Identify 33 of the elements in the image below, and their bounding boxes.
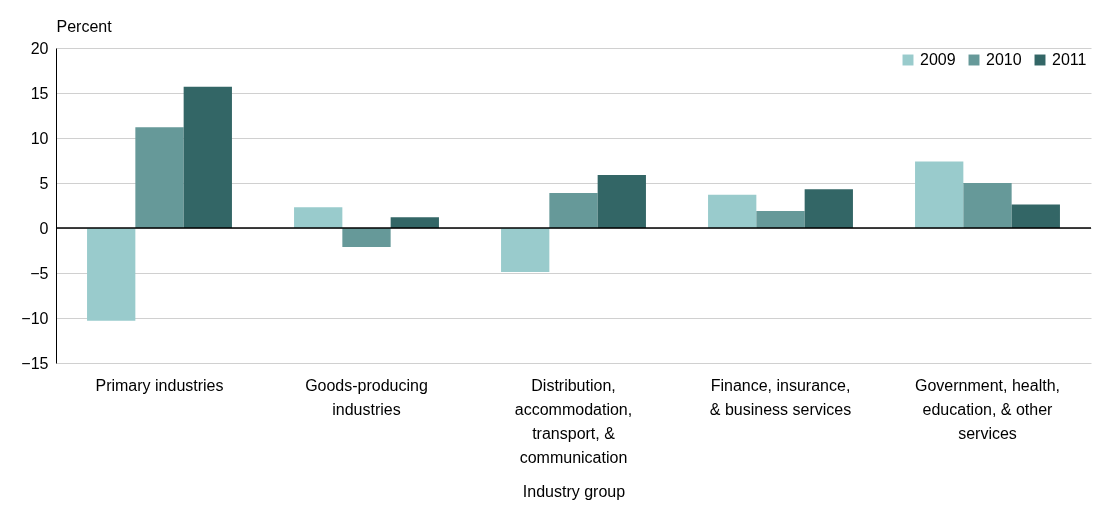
- y-tick-label: 20: [30, 39, 49, 57]
- x-tick-label: Primary industries: [95, 376, 224, 394]
- legend-label: 2011: [1052, 51, 1087, 68]
- bar: [1011, 204, 1060, 228]
- x-tick-label: Goods-producing industries: [305, 376, 428, 418]
- y-axis-title: Percent: [56, 17, 113, 35]
- bar: [915, 161, 964, 228]
- x-tick-label: Government, health, education, & other services: [915, 376, 1060, 442]
- bar: [342, 228, 391, 247]
- bar: [804, 189, 853, 228]
- x-tick-label: Distribution, accommodation, transport, & communication: [514, 376, 633, 466]
- legend-label: 2009: [920, 51, 956, 68]
- bar: [501, 228, 550, 273]
- bar: [708, 194, 757, 228]
- x-axis-title: Industry group: [522, 482, 626, 500]
- bar: [294, 207, 343, 228]
- y-tick-label: 10: [30, 129, 49, 147]
- y-tick-label: 15: [30, 84, 49, 102]
- y-tick-label: 5: [39, 174, 49, 192]
- y-tick-label: −5: [30, 264, 49, 282]
- x-tick-label: Finance, insurance, & business services: [709, 376, 852, 418]
- y-tick-label: −15: [21, 354, 49, 372]
- bar: [549, 192, 598, 228]
- bar: [183, 86, 232, 228]
- y-tick-label: −10: [21, 309, 49, 327]
- bar: [963, 183, 1012, 228]
- legend-label: 2010: [986, 51, 1022, 68]
- bar: [87, 228, 136, 321]
- bar: [390, 217, 439, 228]
- bar: [597, 174, 646, 228]
- y-tick-label: 0: [39, 219, 49, 237]
- bar: [756, 210, 805, 228]
- bar: [135, 127, 184, 228]
